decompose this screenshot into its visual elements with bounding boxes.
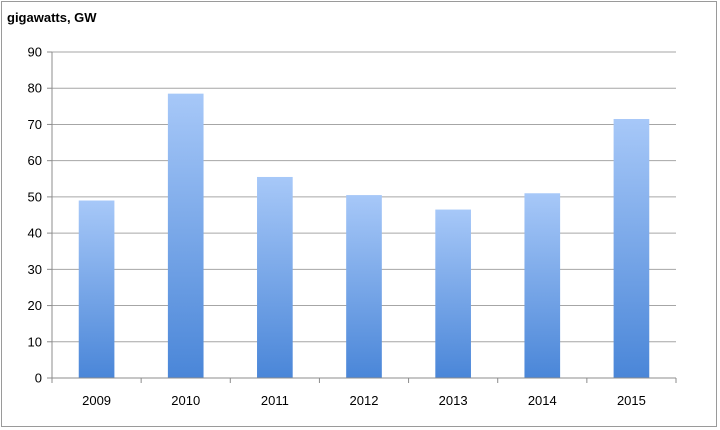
bar-2009 [78,200,115,378]
y-tick-label: 30 [28,262,42,277]
y-tick-labels: 0 10 20 30 40 50 60 70 80 90 [28,45,42,386]
x-tick-label: 2015 [617,393,646,408]
axes [47,51,677,383]
bar-2014 [524,193,561,378]
x-tick-label: 2013 [439,393,468,408]
x-tick-label: 2009 [82,393,111,408]
x-tick-label: 2010 [171,393,200,408]
x-tick-label: 2014 [528,393,557,408]
bar-2012 [346,195,382,378]
y-tick-label: 50 [28,189,42,204]
y-tick-label: 70 [28,117,42,132]
y-tick-label: 60 [28,153,42,168]
bar-2013 [435,209,471,378]
y-tick-label: 90 [28,45,42,60]
y-tick-label: 0 [35,371,42,386]
y-unit-label: gigawatts, GW [7,10,97,25]
x-tick-label: 2012 [350,393,379,408]
x-tick-labels: 2009 2010 2011 2012 2013 2014 2015 [82,393,646,408]
bar-2015 [613,119,650,378]
y-tick-label: 20 [28,298,42,313]
x-tick-label: 2011 [261,393,289,408]
y-tick-label: 80 [28,81,42,96]
gridlines [52,51,676,343]
y-tick-label: 40 [28,226,42,241]
bars [78,93,650,379]
bar-2011 [257,176,293,378]
y-tick-label: 10 [28,334,42,349]
bar-2010 [167,93,204,379]
